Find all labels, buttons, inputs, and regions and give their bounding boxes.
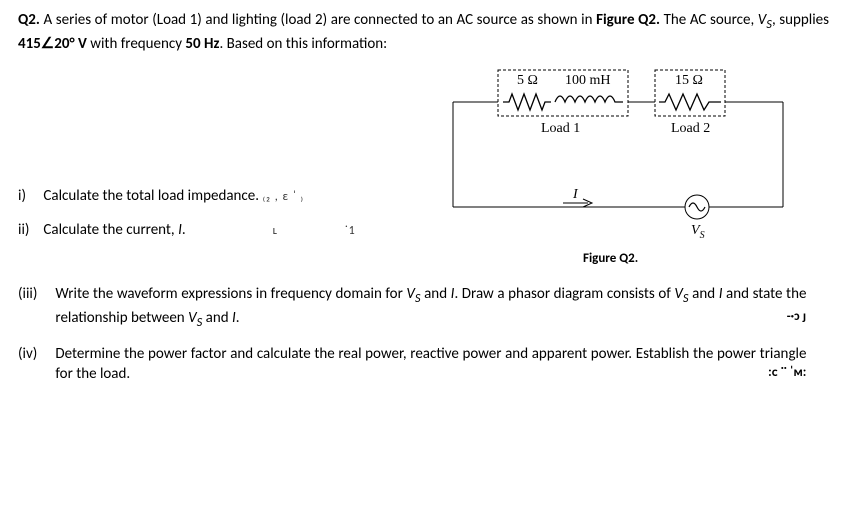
load1-label: Load 1: [541, 121, 580, 136]
task-ii-frag-r: ˙1: [345, 224, 356, 238]
task-ii-num: ii): [18, 220, 40, 240]
fig-ref: Figure Q2.: [596, 11, 660, 29]
intro-a: A series of motor (Load 1) and lighting …: [44, 11, 597, 29]
task-i-text: Calculate the total load impedance.: [43, 187, 259, 205]
task-iii-rtl: -·ɔ ɟ: [787, 308, 807, 326]
figure-caption: Figure Q2.: [583, 251, 638, 266]
question-header: Q2. A series of motor (Load 1) and light…: [18, 10, 829, 54]
task-iv-num: (iv): [18, 344, 52, 364]
task-ii-text: Calculate the current,: [43, 221, 178, 239]
l1-label: 100 mH: [565, 73, 611, 88]
tasks-left-column: i) Calculate the total load impedance. ₍…: [18, 62, 433, 255]
vs-sym: VS: [758, 11, 772, 29]
task-ii-dot: .: [182, 221, 186, 239]
current-label: I: [572, 187, 579, 202]
circuit-svg: 5 Ω 100 mH Load 1 15 Ω Load 2 I: [433, 62, 813, 272]
intro-c: , supplies: [772, 11, 829, 29]
circuit-figure: 5 Ω 100 mH Load 1 15 Ω Load 2 I: [433, 62, 829, 272]
intro-e: . Based on this information:: [219, 35, 387, 53]
q-number: Q2.: [18, 11, 40, 29]
task-iv-rtl: :ᴄ ˙˙ ˈᴍ:: [768, 364, 806, 382]
task-iv: (iv) Determine the power factor and calc…: [18, 344, 829, 385]
load2-label: Load 2: [671, 121, 710, 136]
voltage-value: 415∠20° V: [18, 35, 87, 53]
task-i: i) Calculate the total load impedance. ₍…: [18, 186, 433, 206]
task-i-num: i): [18, 186, 40, 206]
r2-label: 15 Ω: [675, 73, 703, 88]
task-iii-a: Write the waveform expressions in freque…: [55, 285, 406, 303]
task-iv-text: Determine the power factor and calculate…: [55, 345, 806, 383]
intro-d: with frequency: [87, 35, 186, 53]
task-iii-num: (iii): [18, 284, 52, 304]
task-i-frag: ₍₂ , ε ˈ ₎: [262, 190, 304, 204]
task-ii-frag-l: ʟ: [272, 224, 278, 238]
task-iii: (iii) Write the waveform expressions in …: [18, 284, 829, 332]
source-label: VS: [691, 223, 705, 241]
task-ii: ii) Calculate the current, I. ʟ ˙1: [18, 220, 433, 240]
freq-value: 50 Hz: [185, 35, 219, 53]
intro-b: The AC source,: [660, 11, 758, 29]
r1-label: 5 Ω: [517, 73, 538, 88]
